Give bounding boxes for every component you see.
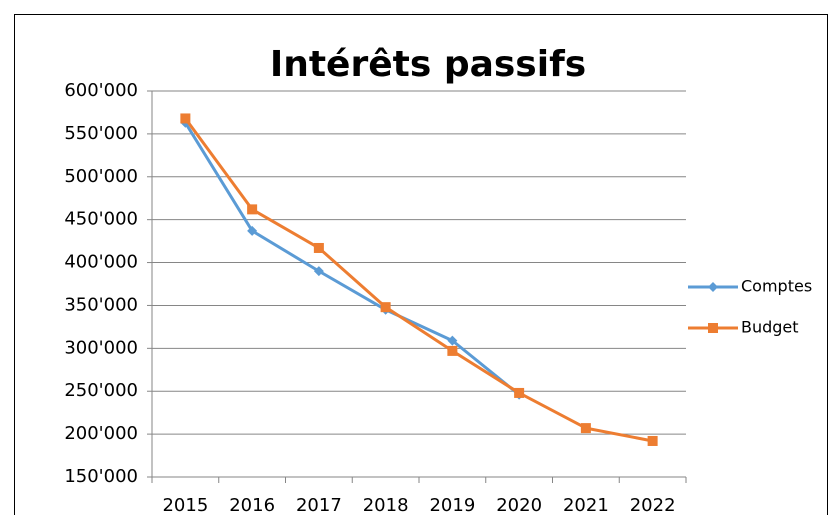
- series-line: [184, 121, 521, 396]
- y-tick-label: 450'000: [64, 209, 138, 230]
- legend-marker: [708, 323, 718, 333]
- x-tick-label: 2021: [563, 495, 609, 515]
- x-tick-label: 2020: [496, 495, 542, 515]
- chart-frame: [14, 14, 828, 515]
- x-tick-label: 2016: [229, 495, 275, 515]
- marker: [313, 266, 324, 277]
- y-tick-label: 300'000: [64, 337, 138, 358]
- y-tick-label: 550'000: [64, 123, 138, 144]
- y-tick-label: 250'000: [64, 380, 138, 401]
- marker: [247, 225, 258, 236]
- marker: [247, 204, 258, 215]
- marker: [447, 345, 458, 356]
- x-tick-label: 2018: [363, 495, 409, 515]
- x-tick-label: 2022: [630, 495, 676, 515]
- marker: [514, 387, 525, 398]
- legend-label: Budget: [741, 318, 799, 337]
- x-tick-label: 2019: [429, 495, 475, 515]
- x-tick-label: 2015: [162, 495, 208, 515]
- chart-title: Intérêts passifs: [270, 44, 586, 85]
- y-tick-label: 400'000: [64, 252, 138, 273]
- marker: [580, 423, 591, 434]
- y-tick-label: 500'000: [64, 166, 138, 187]
- marker: [647, 435, 658, 446]
- y-tick-label: 350'000: [64, 294, 138, 315]
- marker: [180, 113, 191, 124]
- legend-label: Comptes: [741, 277, 812, 296]
- marker: [313, 242, 324, 253]
- y-tick-label: 150'000: [64, 466, 138, 487]
- y-tick-label: 200'000: [64, 423, 138, 444]
- y-tick-label: 600'000: [64, 80, 138, 101]
- marker: [447, 335, 458, 346]
- x-tick-label: 2017: [296, 495, 342, 515]
- legend-marker: [708, 282, 718, 292]
- marker: [380, 302, 391, 313]
- series-line: [184, 117, 653, 443]
